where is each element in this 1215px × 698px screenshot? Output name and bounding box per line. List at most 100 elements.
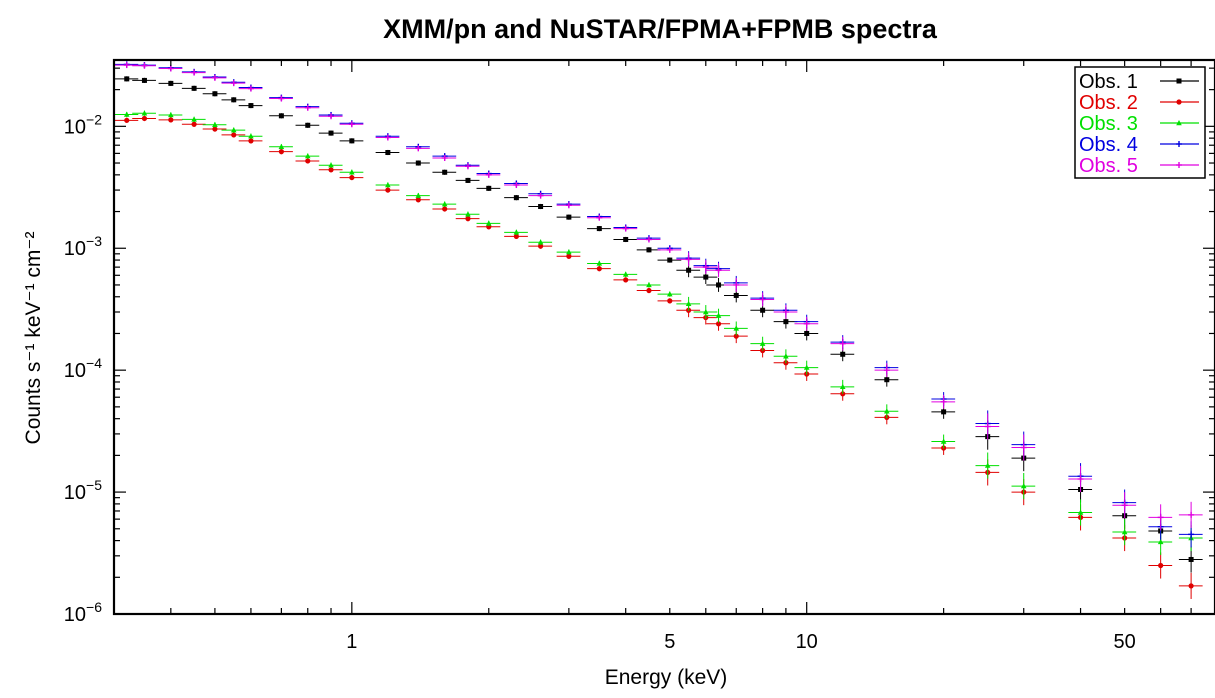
data-point: [158, 111, 183, 118]
point-marker: [513, 229, 520, 235]
point-marker: [884, 377, 890, 383]
point-marker: [783, 319, 789, 325]
data-point: [375, 187, 400, 193]
point-marker: [1188, 511, 1195, 518]
data-point: [613, 271, 638, 278]
point-marker: [123, 111, 130, 117]
y-tick-base: 10: [64, 604, 86, 626]
data-point: [1112, 492, 1137, 519]
data-point: [1148, 552, 1173, 579]
point-marker: [124, 117, 130, 123]
point-marker: [212, 91, 218, 97]
legend-marker: [1176, 99, 1182, 105]
data-point: [874, 404, 899, 419]
point-marker: [230, 80, 237, 87]
data-point: [587, 225, 611, 232]
data-point: [1068, 465, 1093, 493]
point-marker: [328, 130, 334, 136]
point-marker: [441, 201, 448, 207]
data-point: [676, 296, 701, 311]
point-marker: [646, 247, 652, 253]
point-marker: [248, 103, 254, 109]
y-tick-label: 10−4: [64, 355, 102, 382]
point-marker: [538, 204, 544, 210]
point-marker: [442, 169, 448, 175]
data-point: [706, 308, 731, 323]
point-marker: [247, 85, 254, 92]
point-marker: [168, 111, 174, 118]
data-point: [181, 69, 206, 76]
point-marker: [686, 267, 692, 273]
point-marker: [485, 171, 492, 178]
y-tick-base: 10: [64, 116, 86, 138]
point-marker: [141, 62, 148, 69]
point-marker: [1121, 502, 1128, 509]
point-marker: [328, 167, 334, 173]
series-5: [114, 62, 1203, 531]
data-point: [455, 211, 480, 217]
data-point: [238, 138, 263, 144]
point-marker: [623, 277, 629, 283]
point-marker: [666, 246, 673, 253]
point-marker: [645, 236, 652, 243]
point-marker: [141, 115, 148, 122]
series-3: [114, 110, 1203, 556]
data-point: [238, 102, 263, 109]
data-point: [750, 292, 775, 307]
point-marker: [415, 160, 421, 166]
data-point: [657, 298, 682, 304]
point-marker: [513, 182, 520, 189]
point-marker: [1188, 583, 1194, 589]
x-tick-label: 5: [664, 631, 675, 653]
data-point: [931, 394, 956, 409]
point-marker: [883, 408, 890, 414]
y-tick-base: 10: [64, 482, 86, 504]
point-marker: [231, 132, 237, 138]
point-marker: [883, 367, 890, 374]
data-point: [114, 62, 139, 69]
data-point: [269, 95, 293, 102]
point-marker: [804, 330, 810, 336]
data-layer: [114, 61, 1203, 599]
point-marker: [733, 333, 739, 339]
point-marker: [191, 69, 198, 76]
point-marker: [415, 197, 421, 203]
data-point: [238, 85, 263, 92]
point-marker: [803, 364, 810, 370]
data-point: [724, 321, 748, 336]
point-marker: [305, 158, 311, 164]
data-point: [587, 260, 611, 267]
data-point: [975, 452, 1000, 479]
data-point: [375, 134, 400, 141]
point-marker: [304, 153, 311, 159]
data-point: [636, 287, 661, 294]
point-marker: [622, 225, 629, 232]
point-marker: [760, 307, 766, 313]
data-point: [1178, 501, 1203, 528]
data-point: [676, 252, 701, 267]
series-1: [114, 76, 1203, 573]
point-marker: [782, 308, 789, 315]
point-marker: [803, 320, 810, 327]
legend-marker: [1176, 78, 1182, 84]
point-marker: [211, 74, 218, 81]
point-marker: [733, 325, 740, 331]
data-point: [132, 77, 156, 84]
data-point: [269, 143, 293, 150]
data-point: [339, 121, 364, 128]
data-point: [636, 236, 661, 243]
point-marker: [715, 267, 722, 274]
point-marker: [385, 187, 391, 193]
point-marker: [1188, 531, 1195, 538]
data-point: [528, 243, 553, 249]
data-point: [181, 85, 206, 91]
data-point: [269, 149, 293, 155]
data-point: [504, 182, 528, 189]
data-point: [132, 110, 156, 116]
data-point: [528, 192, 553, 199]
point-marker: [537, 239, 544, 245]
point-marker: [328, 113, 335, 120]
x-tick-label: 10: [796, 631, 818, 653]
